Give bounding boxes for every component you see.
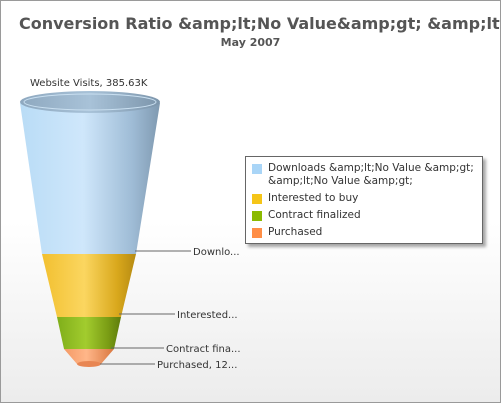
chart-title: Conversion Ratio &amp;lt;No Value&amp;gt… — [19, 14, 500, 33]
legend-item-downloads[interactable]: Downloads &amp;lt;No Value &amp;gt; &amp… — [252, 162, 476, 188]
legend-swatch-downloads — [252, 164, 262, 174]
label-downloads: Downlo... — [193, 247, 240, 258]
legend-label-contract: Contract finalized — [268, 209, 361, 221]
funnel-top-rim — [20, 91, 160, 113]
legend-swatch-interested — [252, 194, 262, 204]
legend-label-purchased: Purchased — [268, 226, 323, 238]
legend-label-downloads: Downloads &amp;lt;No Value &amp;gt; &amp… — [268, 162, 474, 187]
legend-item-contract[interactable]: Contract finalized — [252, 209, 476, 222]
funnel-bottom-tip — [77, 361, 101, 367]
label-contract: Contract fina... — [166, 344, 241, 355]
funnel-segment-interested — [57, 317, 121, 349]
label-website-visits: Website Visits, 385.63K — [30, 78, 148, 89]
legend-swatch-purchased — [252, 228, 262, 238]
chart-subtitle: May 2007 — [220, 36, 281, 49]
label-purchased: Purchased, 12... — [157, 360, 237, 371]
legend-label-interested: Interested to buy — [268, 192, 359, 204]
legend-item-interested[interactable]: Interested to buy — [252, 192, 476, 205]
funnel-segment-contract — [64, 349, 114, 364]
label-interested: Interested... — [177, 310, 238, 321]
funnel-segment-website-visits — [20, 103, 160, 254]
funnel-segment-downloads — [42, 254, 136, 317]
legend-swatch-contract — [252, 211, 262, 221]
chart-legend: Downloads &amp;lt;No Value &amp;gt; &amp… — [245, 156, 483, 244]
funnel-top-rim-highlight — [23, 93, 157, 111]
legend-item-purchased[interactable]: Purchased — [252, 226, 476, 239]
